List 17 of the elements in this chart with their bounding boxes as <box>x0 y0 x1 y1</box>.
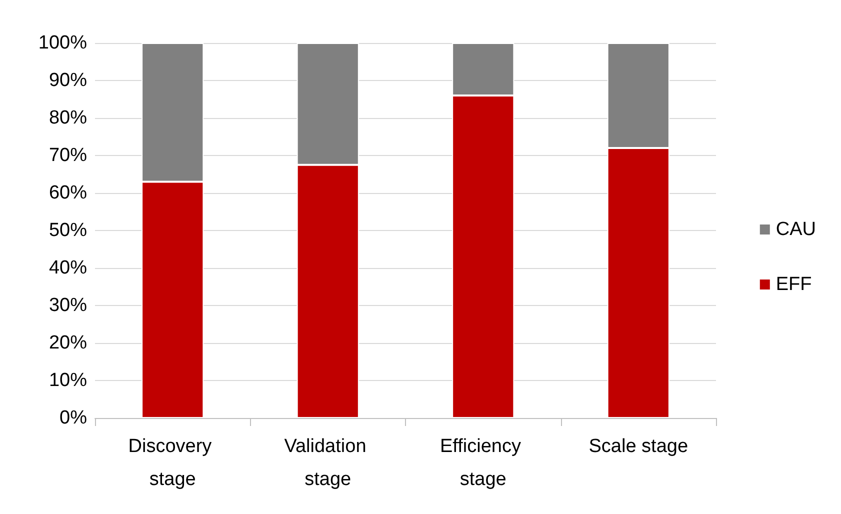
x-tick-label: Validation stage <box>284 436 372 490</box>
y-tick-label: 0% <box>60 408 88 428</box>
y-tick-label: 30% <box>48 295 88 316</box>
y-tick-label: 40% <box>48 258 88 278</box>
y-tick-label: 10% <box>48 370 88 391</box>
y-tick-label: 20% <box>48 332 88 354</box>
x-tick-label: Discovery stage <box>128 436 217 490</box>
y-tick-label: 60% <box>48 182 88 204</box>
y-tick-label: 100% <box>38 32 88 54</box>
y-tick-label: 80% <box>48 108 88 128</box>
legend-label: CAU <box>776 219 816 240</box>
x-tick-label: Efficiency stage <box>440 436 526 490</box>
y-tick-label: 90% <box>48 70 88 91</box>
legend-label: EFF <box>776 274 812 295</box>
x-tick-label: Scale stage <box>588 436 688 457</box>
y-tick-label: 70% <box>48 145 88 166</box>
y-tick-label: 50% <box>48 220 88 241</box>
